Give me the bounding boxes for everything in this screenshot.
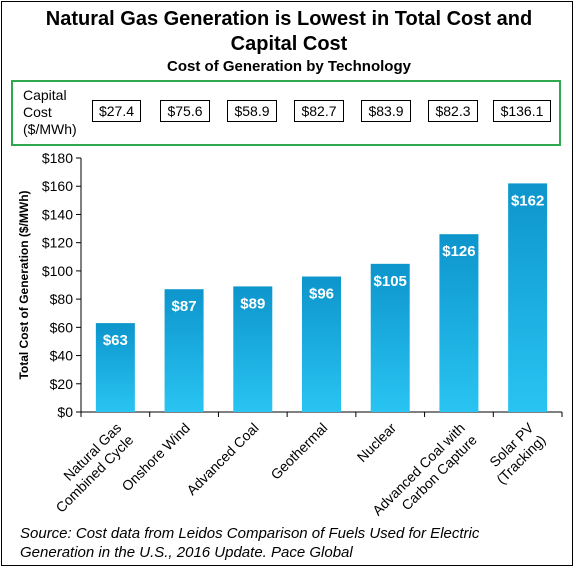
bar-value-label: $63: [103, 332, 128, 349]
bar: [370, 263, 410, 412]
x-tick-label-line: Geothermal: [267, 420, 330, 483]
capital-cost-value: $83.9: [361, 100, 411, 122]
y-tick-label: $100: [42, 263, 73, 279]
bar-value-label: $162: [511, 192, 544, 209]
capital-cost-label-line: Cost: [23, 104, 52, 120]
y-tick-label: $20: [50, 376, 74, 392]
x-tick-label: Advanced Coal: [183, 420, 261, 498]
y-tick-label: $40: [50, 348, 74, 364]
x-tick-label: Solar PV(Tracking): [486, 419, 548, 487]
chart-subtitle: Cost of Generation by Technology: [167, 58, 411, 75]
chart-title-line-2: Capital Cost: [230, 33, 348, 55]
source-note: Source: Cost data from Leidos Comparison…: [20, 524, 565, 562]
capital-cost-value: $27.4: [92, 100, 141, 122]
y-tick-label: $0: [57, 404, 73, 420]
bar: [302, 276, 341, 412]
x-tick-label: Nuclear: [354, 419, 400, 465]
bar: [164, 289, 204, 412]
x-tick-label-line: Onshore Wind: [118, 420, 193, 495]
source-line: Source: Cost data from Leidos Comparison…: [20, 525, 480, 542]
bar-chart: $0 $20 $40 $60 $80 $100 $120 $140 $160 $180 Total …: [17, 150, 563, 518]
bar: [508, 183, 548, 412]
y-tick-label: $120: [42, 235, 73, 251]
bar-value-label: $87: [172, 298, 197, 315]
bar-value-label: $96: [309, 286, 334, 303]
capital-cost-label: Capital Cost ($/MWh): [23, 87, 77, 138]
y-tick-label: $160: [42, 178, 73, 194]
capital-cost-value: $58.9: [227, 100, 277, 122]
capital-cost-box: Capital Cost ($/MWh) $27.4 $75.6 $58.9 $…: [11, 80, 561, 146]
y-tick-label: $60: [50, 319, 74, 335]
bar: [233, 286, 273, 412]
y-axis-title: Total Cost of Generation ($/MWh): [17, 190, 31, 379]
x-tick-label-line: Advanced Coal: [183, 420, 261, 498]
y-tick-label: $180: [42, 150, 73, 166]
capital-cost-value: $75.6: [160, 100, 210, 122]
capital-cost-value: $82.7: [294, 100, 344, 122]
bar: [439, 234, 479, 412]
source-line: Generation in the U.S., 2016 Update. Pac…: [20, 544, 353, 561]
capital-cost-label-line: ($/MWh): [23, 121, 77, 137]
bar-value-label: $126: [442, 243, 475, 260]
bar: [95, 323, 135, 412]
bar-value-label: $89: [240, 295, 265, 312]
bar-value-label: $105: [374, 273, 407, 290]
chart-title-line-1: Natural Gas Generation is Lowest in Tota…: [45, 8, 533, 30]
x-tick-label: Onshore Wind: [118, 420, 193, 495]
x-tick-label: Geothermal: [267, 420, 330, 483]
y-tick-label: $140: [42, 206, 73, 222]
capital-cost-label-line: Capital: [23, 87, 67, 103]
capital-cost-value: $82.3: [428, 100, 478, 122]
capital-cost-value: $136.1: [493, 100, 551, 122]
y-tick-label: $80: [50, 291, 74, 307]
x-tick-label-line: Nuclear: [354, 419, 400, 465]
